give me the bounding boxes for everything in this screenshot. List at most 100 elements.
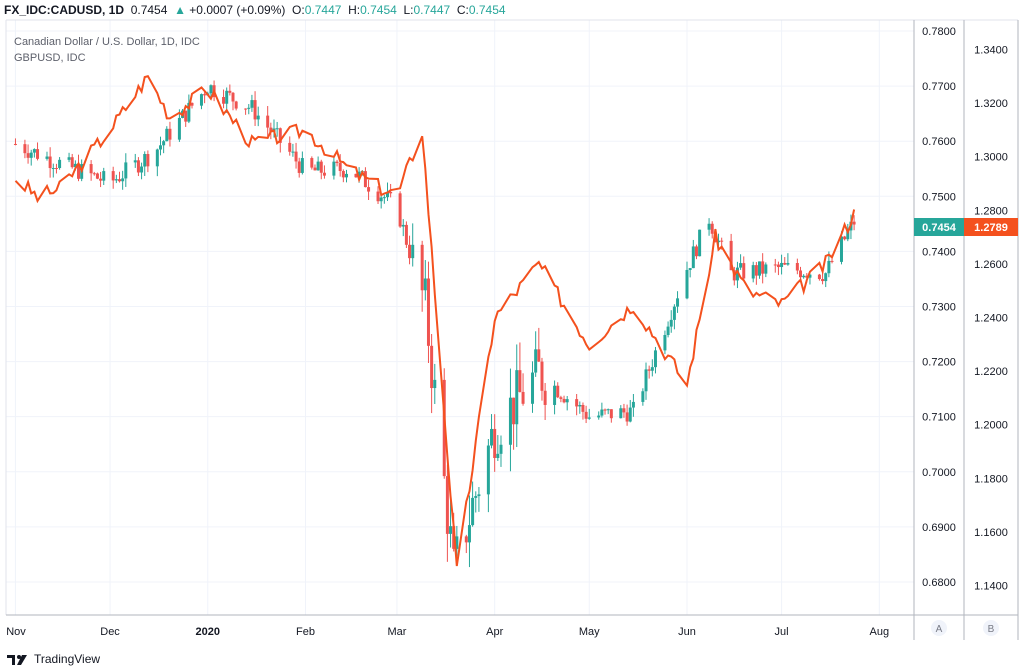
compare-series-legend[interactable]: GBPUSD, IDC — [14, 52, 86, 64]
candle-body — [739, 263, 743, 268]
candle-body — [155, 149, 159, 167]
price-tick-a: 0.6900 — [922, 522, 956, 534]
candle-body — [606, 409, 610, 411]
candle-body — [250, 100, 254, 108]
candle-body — [26, 153, 30, 158]
candle-body — [32, 149, 36, 153]
candle-body — [827, 260, 831, 274]
price-chart[interactable]: 0.7800 0.7700 0.7600 0.7500 0.7400 0.7300 0.72… — [0, 0, 1022, 650]
candle-body — [184, 110, 188, 122]
price-scale-b[interactable]: 1.3400 1.3200 1.3000 1.2800 1.2600 1.2400 1.22… — [974, 44, 1008, 592]
time-tick: Aug — [870, 626, 890, 638]
candle-body — [821, 279, 825, 282]
candle-body — [464, 536, 468, 543]
price-tick-b: 1.3400 — [974, 44, 1008, 56]
scale-button-b[interactable]: B — [983, 620, 999, 636]
candle-body — [742, 263, 746, 279]
candle-body — [29, 152, 33, 158]
tradingview-logo[interactable]: TradingView — [6, 652, 100, 666]
candle-body — [379, 197, 383, 202]
close-value: 0.7454 — [468, 3, 506, 17]
candle-body — [717, 240, 721, 243]
candle-body — [158, 145, 162, 150]
candle-body — [663, 334, 667, 351]
time-tick: Feb — [296, 626, 315, 638]
scale-button-a[interactable]: A — [931, 620, 947, 636]
candle-body — [13, 143, 17, 145]
candle-body — [92, 173, 96, 175]
candle-body — [773, 264, 777, 266]
candle-body — [802, 275, 806, 278]
candle-body — [266, 115, 270, 128]
price-tick-b: 1.3200 — [974, 98, 1008, 110]
main-series-legend[interactable]: Canadian Dollar / U.S. Dollar, 1D, IDC — [14, 36, 200, 48]
candle-body — [228, 90, 232, 93]
close-label: C: — [456, 3, 469, 17]
candle-body — [830, 260, 834, 262]
candle-body — [685, 269, 689, 299]
candle-body — [758, 261, 762, 276]
candle-body — [713, 233, 717, 243]
candle-body — [647, 369, 651, 371]
candle-body — [341, 170, 345, 178]
candle-body — [543, 390, 547, 405]
price-tick-b: 1.2200 — [974, 366, 1008, 378]
candle-body — [70, 157, 74, 168]
candle-body — [764, 264, 768, 274]
candle-body — [398, 193, 402, 227]
candle-body — [754, 265, 758, 276]
candle-body — [786, 263, 790, 265]
candle-body — [140, 166, 144, 173]
price-tick-a: 0.7000 — [922, 467, 956, 479]
candle-body — [244, 108, 248, 110]
candle-body — [58, 159, 62, 169]
chart-header: FX_IDC:CADUSD, 1D 0.7454 ▲ +0.0007 (+0.0… — [4, 3, 506, 17]
candle-body — [442, 379, 446, 477]
candle-body — [799, 270, 802, 278]
candle-body — [707, 223, 711, 230]
open-label: O: — [292, 3, 305, 17]
candle-body — [471, 497, 475, 526]
high-label: H: — [348, 3, 361, 17]
price-tick-a: 0.7700 — [922, 81, 956, 93]
price-scale-a[interactable]: 0.7800 0.7700 0.7600 0.7500 0.7400 0.7300 0.72… — [922, 26, 956, 589]
candle-body — [430, 345, 434, 389]
candle-body — [631, 401, 635, 408]
candle-body — [445, 476, 449, 534]
candle-body — [603, 409, 607, 411]
candle-body — [688, 268, 692, 270]
candle-body — [177, 117, 181, 140]
brand-text: TradingView — [34, 652, 101, 666]
candle-body — [669, 319, 673, 327]
candle-body — [297, 161, 301, 173]
time-tick: Mar — [387, 626, 406, 638]
last-price-tag-a: 0.7454 — [914, 218, 964, 236]
candle-body — [625, 412, 629, 422]
time-tick: Jul — [775, 626, 789, 638]
candle-body — [168, 128, 172, 140]
candle-body — [795, 263, 799, 271]
candle-body — [316, 161, 320, 171]
last-price-tag-b-text: 1.2789 — [974, 222, 1008, 234]
candle-body — [345, 173, 348, 178]
candle-body — [118, 179, 121, 182]
candle-body — [521, 391, 525, 404]
candle-body — [653, 350, 657, 368]
candle-body — [332, 161, 336, 176]
candle-body — [335, 161, 339, 163]
candle-body — [401, 224, 405, 227]
candle-body — [672, 306, 676, 320]
scale-button-b-label: B — [988, 624, 995, 635]
candle-body — [36, 149, 40, 159]
candle-body — [531, 372, 535, 404]
candle-body — [449, 526, 453, 534]
time-scale[interactable]: Nov Dec 2020 Feb Mar Apr May Jun Jul Aug — [6, 626, 889, 638]
price-tick-a: 0.7200 — [922, 357, 956, 369]
price-tick-a: 0.7100 — [922, 412, 956, 424]
candle-body — [644, 369, 648, 392]
candle-body — [426, 278, 430, 346]
candle-body — [556, 385, 560, 398]
candle-body — [852, 221, 856, 225]
candle-body — [486, 445, 490, 495]
candle-body — [584, 411, 588, 419]
